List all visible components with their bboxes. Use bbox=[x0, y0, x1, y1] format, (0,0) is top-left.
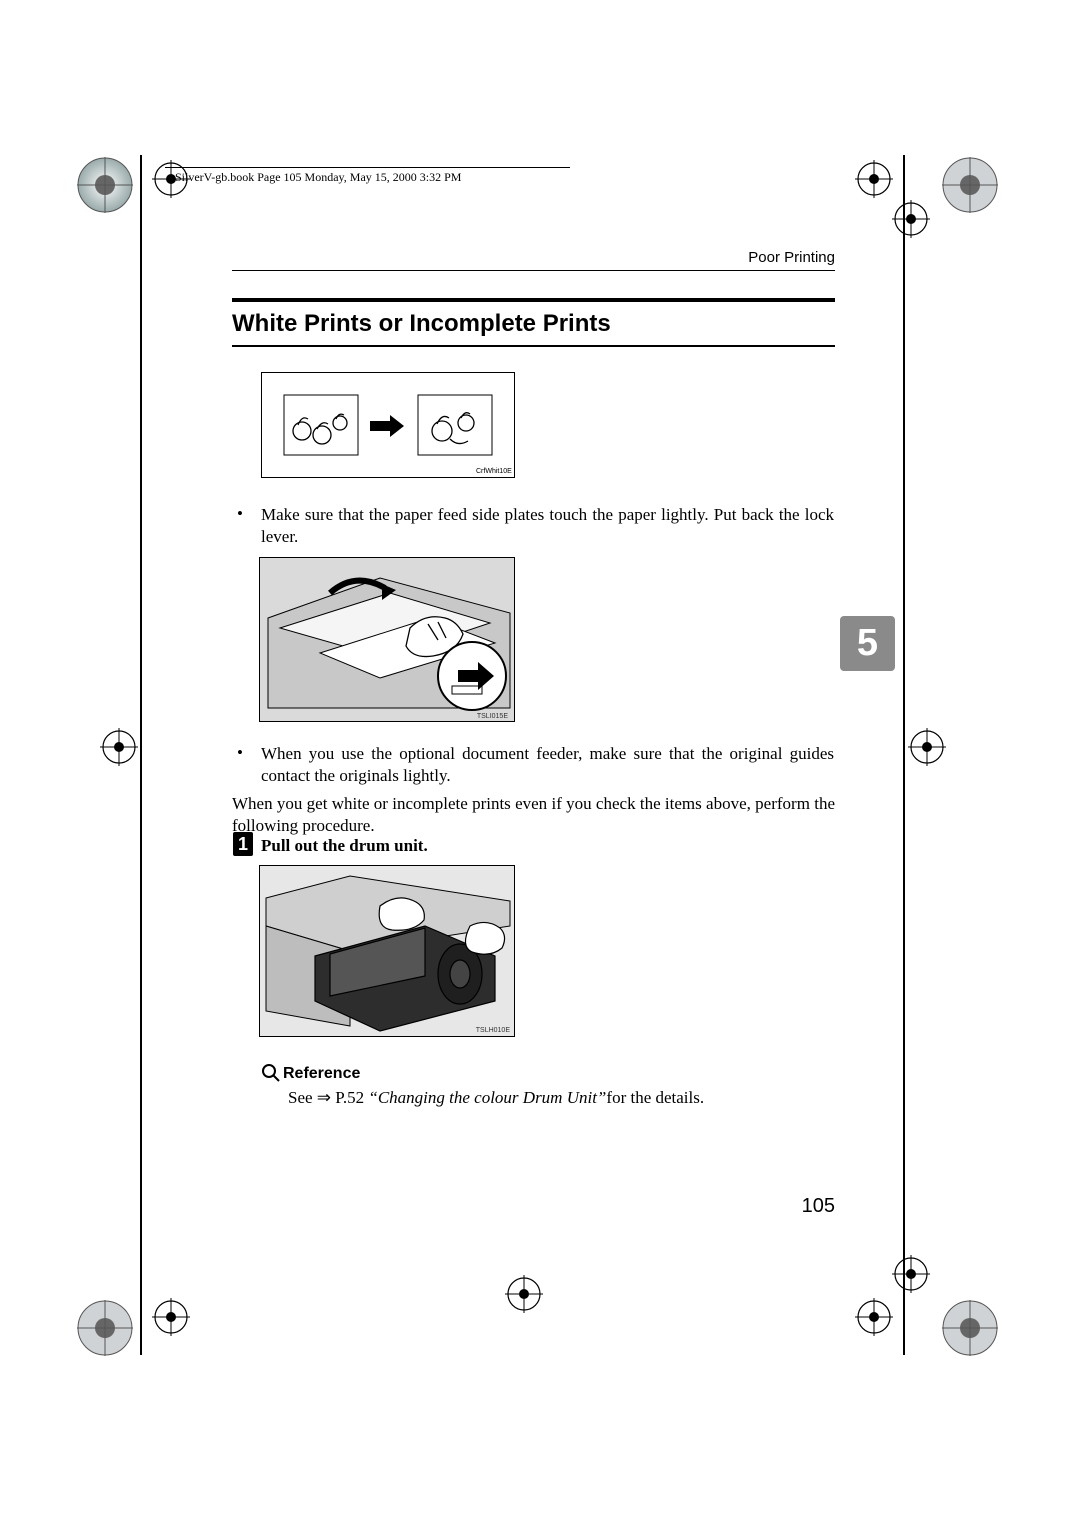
reference-label: Reference bbox=[283, 1065, 360, 1083]
step-number-icon: 1 bbox=[232, 831, 254, 862]
bullet1-text: Make sure that the paper feed side plate… bbox=[261, 504, 834, 548]
reg-mark-mid-left bbox=[100, 728, 138, 766]
figure-paper-feed-plates: TSLI015E bbox=[259, 557, 515, 722]
reg-mark-bottom-left-outer bbox=[75, 1298, 135, 1358]
manual-page: SilverV-gb.book Page 105 Monday, May 15,… bbox=[0, 0, 1080, 1528]
svg-text:TSLH010E: TSLH010E bbox=[476, 1027, 511, 1034]
reference-suffix: for the details. bbox=[606, 1088, 704, 1107]
page-number: 105 bbox=[802, 1195, 835, 1218]
reference-arrow-icon: ⇒ bbox=[317, 1088, 331, 1107]
running-head: Poor Printing bbox=[748, 249, 835, 266]
reg-mark-top-right-inner bbox=[855, 160, 893, 198]
figure-pull-drum-unit: TSLH010E bbox=[259, 865, 515, 1037]
step1-text: Pull out the drum unit. bbox=[261, 836, 428, 856]
running-rule bbox=[232, 270, 835, 271]
header-rule bbox=[165, 167, 570, 168]
reg-mark-top-left-outer bbox=[75, 155, 135, 215]
reg-mark-bottom-left-inner bbox=[152, 1298, 190, 1336]
reference-pageref: P.52 bbox=[331, 1088, 368, 1107]
reference-link[interactable]: “Changing the colour Drum Unit” bbox=[368, 1088, 606, 1107]
section-title: White Prints or Incomplete Prints bbox=[232, 310, 611, 338]
reg-mark-bottom-center bbox=[505, 1275, 543, 1313]
reg-mark-bottom-right-outer bbox=[940, 1298, 1000, 1358]
svg-text:TSLI015E: TSLI015E bbox=[477, 713, 508, 720]
title-rule-top bbox=[232, 298, 835, 302]
figure1-id: CrfWhit10E bbox=[476, 468, 512, 475]
guide-line-left bbox=[140, 155, 142, 1355]
bullet-icon: • bbox=[237, 504, 243, 524]
title-rule-bottom bbox=[232, 345, 835, 347]
reference-text: See ⇒ P.52 “Changing the colour Drum Uni… bbox=[288, 1088, 704, 1108]
svg-text:1: 1 bbox=[238, 834, 248, 854]
reg-mark-bottom-right-inner bbox=[855, 1298, 893, 1336]
figure-white-prints-diagram bbox=[261, 372, 515, 478]
bullet-icon: • bbox=[237, 743, 243, 763]
reg-mark-mid-right bbox=[908, 728, 946, 766]
bullet2-text: When you use the optional document feede… bbox=[261, 743, 834, 787]
bridge-paragraph: When you get white or incomplete prints … bbox=[232, 793, 835, 837]
reference-icon bbox=[261, 1063, 281, 1088]
reg-mark-top-right-outer bbox=[940, 155, 1000, 215]
chapter-tab: 5 bbox=[840, 616, 895, 671]
reg-mark-bottom-right-upper bbox=[892, 1255, 930, 1293]
header-meta: SilverV-gb.book Page 105 Monday, May 15,… bbox=[175, 170, 461, 185]
reference-prefix: See bbox=[288, 1088, 317, 1107]
guide-line-right bbox=[903, 155, 905, 1355]
reg-mark-top-right-lower bbox=[892, 200, 930, 238]
chapter-number: 5 bbox=[857, 622, 878, 665]
